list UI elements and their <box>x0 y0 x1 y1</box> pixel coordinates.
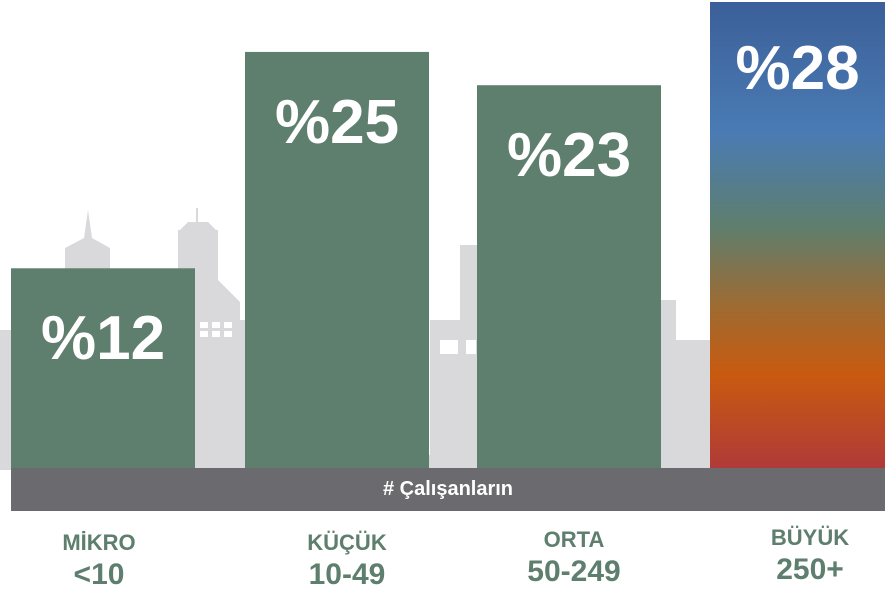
category-range: <10 <box>73 558 125 591</box>
category-range: 50-249 <box>527 555 621 588</box>
skyline-windows <box>200 322 476 354</box>
category-label-kucuk: KÜÇÜK 10-49 <box>267 529 427 593</box>
category-range: 10-49 <box>308 558 386 591</box>
bar-value-label-3: %23 <box>506 121 632 191</box>
category-name: MİKRO <box>62 530 136 555</box>
category-range: 250+ <box>776 553 844 586</box>
bar-value-label-1: %12 <box>40 304 166 374</box>
bar-1 <box>11 268 195 468</box>
category-name: ORTA <box>543 527 605 552</box>
category-label-orta: ORTA 50-249 <box>494 526 654 590</box>
bar-4 <box>710 2 885 468</box>
category-label-buyuk: BÜYÜK 250+ <box>730 524 885 588</box>
category-name: KÜÇÜK <box>307 530 387 555</box>
category-name: BÜYÜK <box>770 525 850 550</box>
bar-value-label-4: %28 <box>735 34 860 103</box>
x-axis-band: # Çalışanların <box>11 468 885 511</box>
bar-value-label-2: %25 <box>274 87 400 157</box>
bar-chart <box>0 2 885 470</box>
x-axis-label: # Çalışanların <box>382 478 514 500</box>
bars-group <box>11 2 885 469</box>
bar-2 <box>245 51 429 469</box>
bar-3 <box>477 85 661 468</box>
category-label-mikro: MİKRO <10 <box>19 529 179 593</box>
